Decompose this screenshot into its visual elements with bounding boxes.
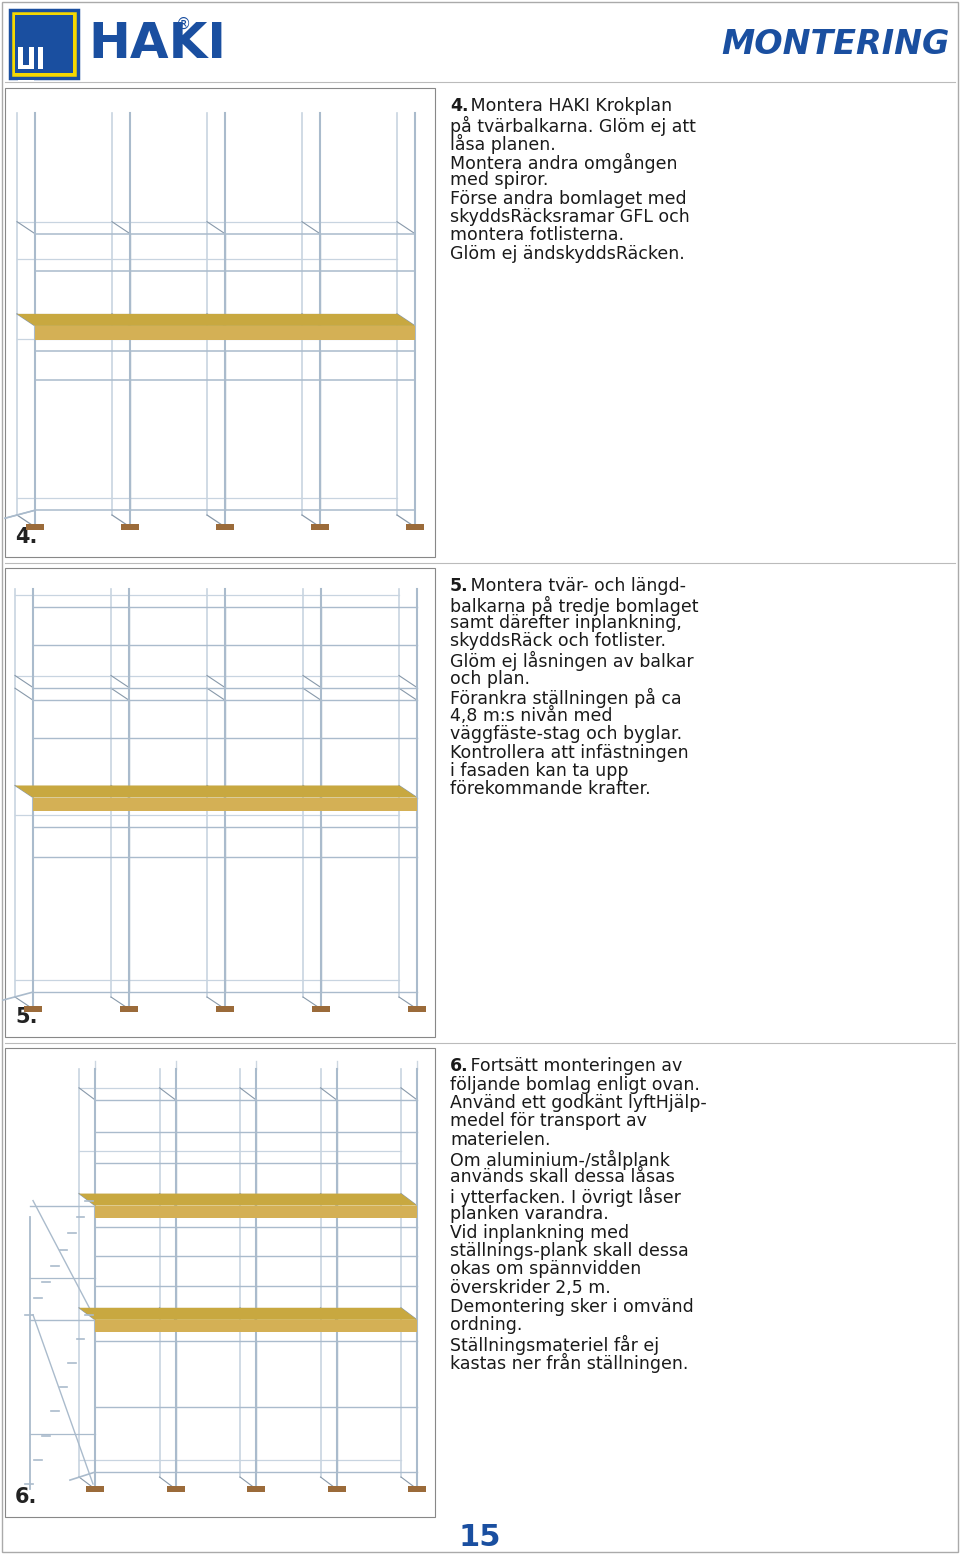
Text: Använd ett godkänt lyftHjälp-: Använd ett godkänt lyftHjälp- [450,1094,707,1113]
Polygon shape [15,785,417,797]
Polygon shape [35,326,415,340]
Text: planken varandra.: planken varandra. [450,1204,609,1223]
Polygon shape [17,314,415,326]
Text: med spiror.: med spiror. [450,171,548,190]
Text: ordning.: ordning. [450,1316,522,1333]
Bar [216,1005,234,1012]
Text: skyddsRäck och fotlister.: skyddsRäck och fotlister. [450,632,666,651]
Text: på tvärbalkarna. Glöm ej att: på tvärbalkarna. Glöm ej att [450,115,696,135]
Text: följande bomlag enligt ovan.: följande bomlag enligt ovan. [450,1075,700,1094]
Bar [408,1005,426,1012]
Bar [29,47,34,68]
Polygon shape [33,797,417,811]
Text: Fortsätt monteringen av: Fortsätt monteringen av [465,1057,683,1075]
Text: 5.: 5. [450,577,468,595]
Bar [5,89,435,556]
Bar [406,524,424,530]
Text: 15: 15 [459,1523,501,1552]
Text: och plan.: och plan. [450,670,530,687]
Bar [5,569,435,1037]
Text: låsa planen.: låsa planen. [450,134,556,154]
Bar [5,1047,435,1517]
Text: okas om spännvidden: okas om spännvidden [450,1260,641,1279]
Text: skyddsRäcksramar GFL och: skyddsRäcksramar GFL och [450,208,689,225]
Bar [18,79,34,85]
Bar [18,65,34,68]
Polygon shape [79,1193,417,1206]
Text: 4.: 4. [450,96,468,115]
Bar [15,16,73,73]
Bar [216,524,234,530]
Text: i ytterfacken. I övrigt låser: i ytterfacken. I övrigt låser [450,1187,681,1206]
Text: används skall dessa låsas: används skall dessa låsas [450,1169,675,1186]
Text: Förankra ställningen på ca: Förankra ställningen på ca [450,688,682,709]
Bar [24,1005,42,1012]
Text: Demontering sker i omvänd: Demontering sker i omvänd [450,1298,694,1316]
Text: 6.: 6. [450,1057,468,1075]
Polygon shape [95,1206,417,1218]
Polygon shape [95,1319,417,1332]
Bar [166,1486,184,1492]
Text: Kontrollera att infästningen: Kontrollera att infästningen [450,743,688,761]
Text: 6.: 6. [15,1487,37,1507]
Bar [121,524,139,530]
Text: Montera andra omgången: Montera andra omgången [450,152,678,172]
Text: i fasaden kan ta upp: i fasaden kan ta upp [450,761,629,780]
Bar [10,9,78,78]
Text: Vid inplankning med: Vid inplankning med [450,1223,629,1242]
Bar [327,1486,346,1492]
Text: balkarna på tredje bomlaget: balkarna på tredje bomlaget [450,595,699,615]
Text: materielen.: materielen. [450,1131,550,1148]
Bar [26,524,44,530]
Bar [312,1005,330,1012]
Text: ®: ® [176,17,191,31]
Text: Ställningsmateriel får ej: Ställningsmateriel får ej [450,1335,660,1355]
Text: överskrider 2,5 m.: överskrider 2,5 m. [450,1279,611,1298]
Text: ställnings-plank skall dessa: ställnings-plank skall dessa [450,1242,688,1260]
Text: 4.: 4. [15,527,37,547]
Bar [311,524,329,530]
Bar [408,1486,426,1492]
Text: Montera HAKI Krokplan: Montera HAKI Krokplan [465,96,672,115]
Text: medel för transport av: medel för transport av [450,1113,647,1130]
Bar [86,1486,104,1492]
Bar [18,47,23,68]
Text: väggfäste-stag och byglar.: väggfäste-stag och byglar. [450,726,683,743]
Text: Montera tvär- och längd-: Montera tvär- och längd- [465,577,686,595]
Bar [38,89,43,93]
Text: MONTERING: MONTERING [722,28,950,61]
Text: Förse andra bomlaget med: Förse andra bomlaget med [450,190,686,208]
Text: Om aluminium-/stålplank: Om aluminium-/stålplank [450,1150,670,1170]
Text: kastas ner från ställningen.: kastas ner från ställningen. [450,1354,688,1374]
Bar [247,1486,265,1492]
Text: samt därefter inplankning,: samt därefter inplankning, [450,614,682,632]
Text: montera fotlisterna.: montera fotlisterna. [450,227,624,244]
Polygon shape [79,1308,417,1319]
Text: 5.: 5. [15,1007,37,1027]
Text: Glöm ej låsningen av balkar: Glöm ej låsningen av balkar [450,651,694,671]
Bar [38,47,43,68]
Bar [120,1005,138,1012]
Text: Glöm ej ändskyddsRäcken.: Glöm ej ändskyddsRäcken. [450,246,684,263]
Text: förekommande krafter.: förekommande krafter. [450,780,651,799]
Text: 4,8 m:s nivån med: 4,8 m:s nivån med [450,707,612,724]
Text: HAKI: HAKI [88,20,226,68]
